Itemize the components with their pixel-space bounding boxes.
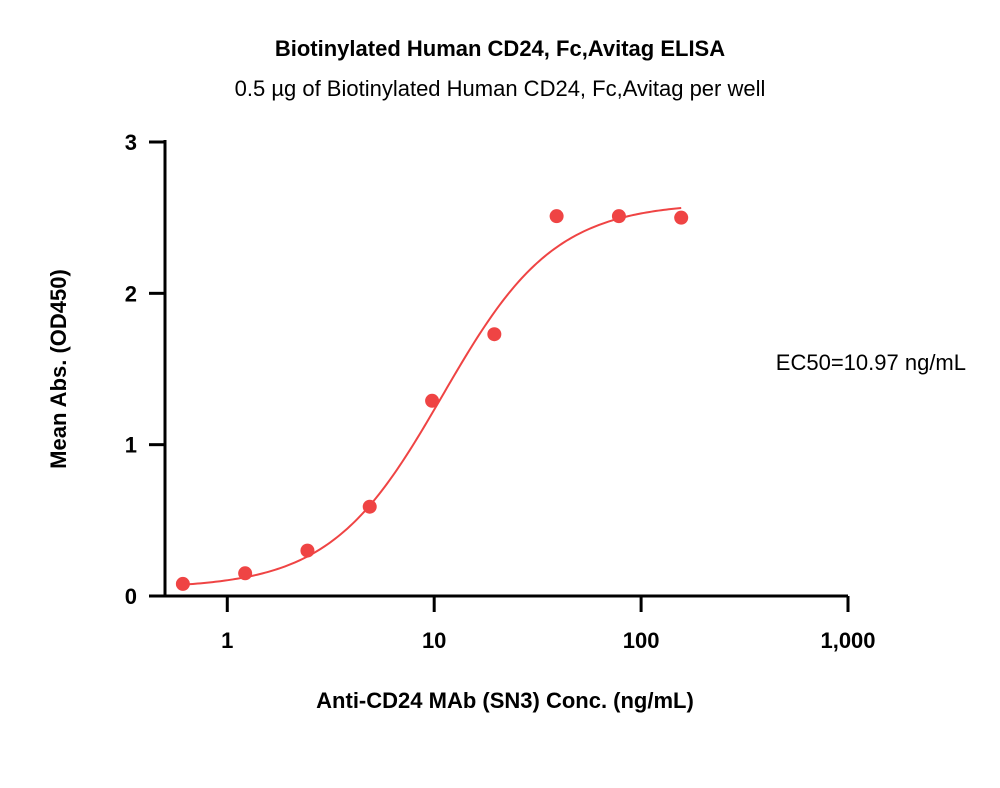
axes: 0 1 2 3 1 10 100 1,000 — [125, 130, 876, 653]
chart-title: Biotinylated Human CD24, Fc,Avitag ELISA — [274, 36, 726, 61]
y-axis-label: Mean Abs. (OD450) — [46, 269, 71, 469]
data-point — [362, 499, 377, 514]
data-point — [175, 576, 190, 591]
chart-subtitle: 0.5 µg of Biotinylated Human CD24, Fc,Av… — [234, 76, 766, 101]
x-axis-label: Anti-CD24 MAb (SN3) Conc. (ng/mL) — [316, 688, 694, 713]
x-tick-label: 1,000 — [820, 628, 875, 653]
fit-curve — [182, 206, 682, 586]
data-point — [487, 327, 502, 342]
x-tick-label: 10 — [422, 628, 446, 653]
data-point — [674, 210, 689, 225]
ec50-annotation: EC50=10.97 ng/mL — [776, 350, 966, 375]
y-tick-label: 2 — [125, 281, 137, 306]
data-point — [300, 543, 315, 558]
x-tick-label: 1 — [221, 628, 233, 653]
data-point — [238, 566, 253, 581]
y-tick-label: 1 — [125, 433, 137, 458]
x-tick-label: 100 — [623, 628, 660, 653]
data-point — [611, 209, 626, 224]
y-tick-label: 3 — [125, 130, 137, 155]
data-point — [425, 393, 440, 408]
y-tick-label: 0 — [125, 584, 137, 609]
data-points — [175, 209, 689, 591]
data-point — [549, 209, 564, 224]
